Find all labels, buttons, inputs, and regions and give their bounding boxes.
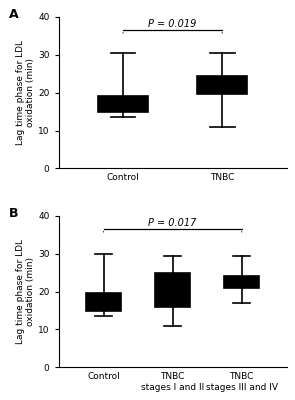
PathPatch shape: [155, 272, 190, 307]
Y-axis label: Lag time phase for LDL
oxidation (min): Lag time phase for LDL oxidation (min): [16, 239, 35, 344]
PathPatch shape: [98, 96, 148, 112]
Text: P = 0.017: P = 0.017: [148, 218, 197, 228]
Y-axis label: Lag time phase for LDL
oxidation (min): Lag time phase for LDL oxidation (min): [16, 40, 35, 145]
PathPatch shape: [197, 76, 247, 94]
PathPatch shape: [224, 276, 259, 288]
PathPatch shape: [86, 294, 121, 310]
Text: B: B: [9, 206, 18, 220]
Text: P = 0.019: P = 0.019: [148, 19, 197, 29]
Text: A: A: [9, 8, 18, 21]
